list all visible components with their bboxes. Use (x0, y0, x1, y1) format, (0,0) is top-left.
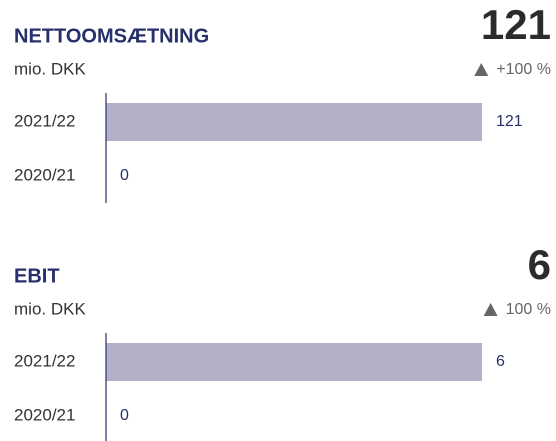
unit-label: mio. DKK (14, 59, 86, 78)
up-triangle (483, 303, 498, 316)
change-label: +100 % (496, 61, 551, 78)
value-label: 121 (496, 113, 523, 130)
category-label: 2021/22 (14, 111, 75, 130)
change-label: 100 % (506, 301, 551, 318)
value-label: 0 (120, 407, 129, 424)
headline-value: 121 (481, 1, 551, 48)
category-label: 2021/22 (14, 351, 75, 370)
bar (106, 343, 482, 381)
category-label: 2020/21 (14, 165, 75, 184)
up-triangle (474, 63, 489, 76)
unit-label: mio. DKK (14, 299, 86, 318)
category-label: 2020/21 (14, 405, 75, 424)
chart-title: EBIT (14, 265, 60, 287)
headline-value: 6 (528, 241, 551, 288)
value-label: 0 (120, 167, 129, 184)
chart-title: NETTOOMSÆTNING (14, 25, 209, 47)
value-label: 6 (496, 353, 505, 370)
bar (106, 103, 482, 141)
